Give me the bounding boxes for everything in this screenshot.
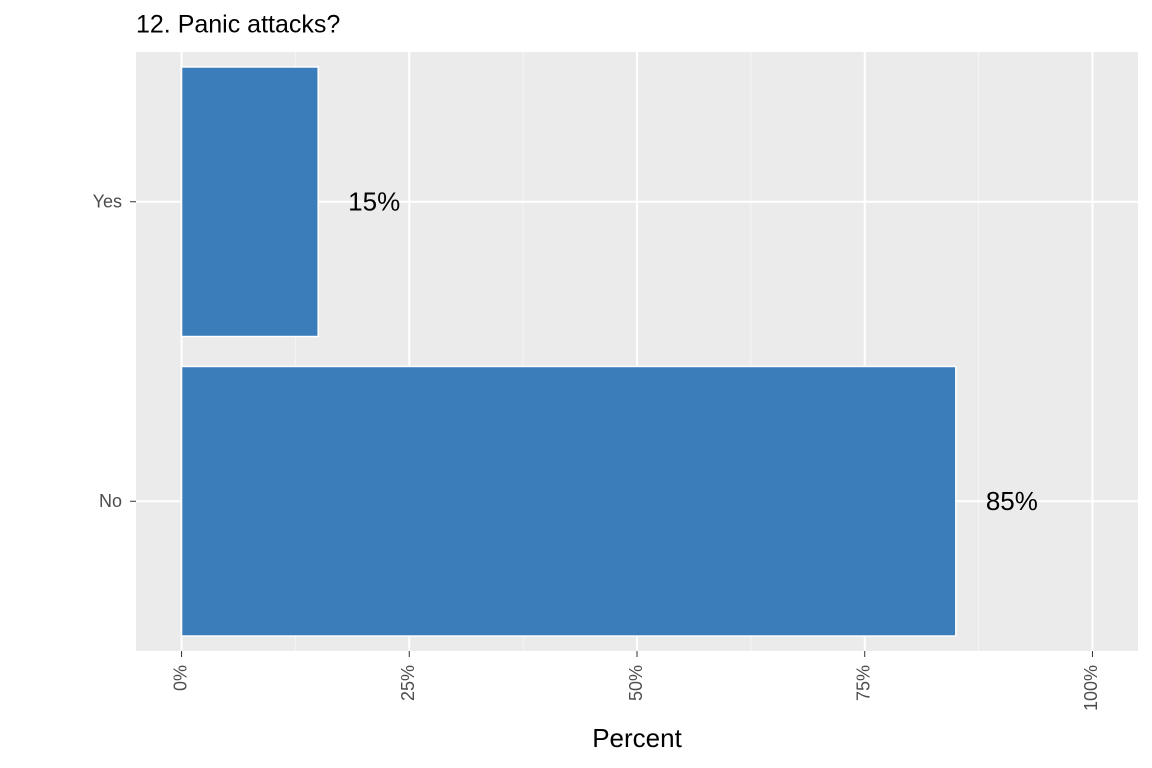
bar — [180, 365, 957, 637]
y-tick-label: Yes — [93, 192, 122, 212]
x-tick-label: 25% — [398, 665, 418, 701]
x-axis-title: Percent — [592, 723, 682, 753]
value-label: 85% — [986, 486, 1038, 516]
bar — [180, 66, 319, 338]
x-tick-label: 0% — [170, 665, 190, 691]
chart-title: 12. Panic attacks? — [136, 11, 340, 39]
value-label: 15% — [348, 187, 400, 217]
x-tick-label: 100% — [1081, 665, 1101, 711]
x-tick-label: 50% — [626, 665, 646, 701]
y-tick-label: No — [99, 491, 122, 511]
x-tick-label: 75% — [853, 665, 873, 701]
